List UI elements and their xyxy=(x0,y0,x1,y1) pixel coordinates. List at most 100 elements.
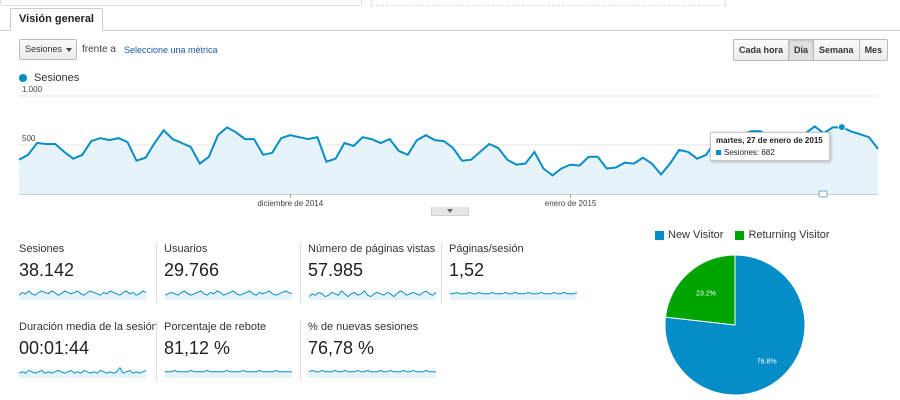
data-point[interactable] xyxy=(602,164,612,174)
data-point[interactable] xyxy=(493,143,503,153)
data-point[interactable] xyxy=(502,155,512,165)
data-point[interactable] xyxy=(222,122,232,132)
data-point[interactable] xyxy=(77,150,87,160)
period-hourly-button[interactable]: Cada hora xyxy=(734,40,790,60)
data-point[interactable] xyxy=(330,154,340,164)
data-point[interactable] xyxy=(656,169,666,179)
data-point[interactable] xyxy=(258,150,268,160)
metric-tile[interactable]: Páginas/sesión 1,52 xyxy=(441,243,578,303)
data-point[interactable] xyxy=(303,134,313,144)
period-day-button[interactable]: Día xyxy=(789,40,815,60)
data-point[interactable] xyxy=(385,134,395,144)
metric-tile[interactable]: Duración media de la sesión 00:01:44 xyxy=(19,321,158,381)
data-point[interactable] xyxy=(412,135,422,145)
select-metric-link[interactable]: Seleccione una métrica xyxy=(124,45,218,55)
data-point[interactable] xyxy=(855,129,865,139)
tab-overview[interactable]: Visión general xyxy=(10,8,103,31)
data-point[interactable] xyxy=(683,147,693,157)
visitor-pie-chart[interactable]: 76.8% 23.2% xyxy=(660,250,810,400)
data-point[interactable] xyxy=(159,125,169,135)
data-point[interactable] xyxy=(421,130,431,140)
data-point[interactable] xyxy=(186,142,196,152)
data-point[interactable] xyxy=(484,139,494,149)
data-point[interactable] xyxy=(312,132,322,142)
data-point[interactable] xyxy=(647,159,657,169)
data-point[interactable] xyxy=(195,159,205,169)
data-point[interactable] xyxy=(41,139,51,149)
pie-slice-returning-visitor[interactable] xyxy=(664,254,736,326)
data-point[interactable] xyxy=(141,153,151,163)
data-point[interactable] xyxy=(846,126,856,136)
annotation-marker-icon[interactable] xyxy=(818,190,828,198)
data-point[interactable] xyxy=(294,132,304,142)
data-point[interactable] xyxy=(113,133,123,143)
metric-dropdown[interactable]: Sesiones xyxy=(19,39,77,60)
data-point[interactable] xyxy=(547,170,557,180)
period-month-button[interactable]: Mes xyxy=(859,40,888,60)
data-point[interactable] xyxy=(448,143,458,153)
data-point[interactable] xyxy=(638,153,648,163)
data-point[interactable] xyxy=(439,136,449,146)
data-point[interactable] xyxy=(213,130,223,140)
data-point[interactable] xyxy=(340,138,350,148)
data-point[interactable] xyxy=(32,138,42,148)
period-week-button[interactable]: Semana xyxy=(814,40,860,60)
data-point[interactable] xyxy=(240,134,250,144)
metric-tile[interactable]: Porcentaje de rebote 81,12 % xyxy=(156,321,292,381)
metric-tile[interactable]: Sesiones 38.142 xyxy=(19,243,151,303)
data-point[interactable] xyxy=(168,134,178,144)
data-point[interactable] xyxy=(873,144,883,154)
legend-item-new[interactable]: New Visitor xyxy=(655,229,723,241)
data-point[interactable] xyxy=(95,133,105,143)
data-point[interactable] xyxy=(584,152,594,162)
data-point[interactable] xyxy=(123,137,133,147)
data-point[interactable] xyxy=(14,155,24,165)
data-point[interactable] xyxy=(50,139,60,149)
data-point[interactable] xyxy=(593,152,603,162)
data-point[interactable] xyxy=(864,132,874,142)
data-point[interactable] xyxy=(231,127,241,137)
data-point[interactable] xyxy=(321,157,331,167)
data-point[interactable] xyxy=(150,138,160,148)
data-point[interactable] xyxy=(475,147,485,157)
data-point[interactable] xyxy=(367,134,377,144)
data-point[interactable] xyxy=(674,145,684,155)
data-point[interactable] xyxy=(68,154,78,164)
data-point[interactable] xyxy=(529,147,539,157)
legend-item-returning[interactable]: Returning Visitor xyxy=(735,229,830,241)
data-point[interactable] xyxy=(376,138,386,148)
data-point[interactable] xyxy=(557,164,567,174)
data-point[interactable] xyxy=(828,122,838,132)
data-point[interactable] xyxy=(204,152,214,162)
data-point[interactable] xyxy=(403,150,413,160)
data-point[interactable] xyxy=(177,138,187,148)
data-point[interactable] xyxy=(511,160,521,170)
data-point[interactable] xyxy=(285,130,295,140)
data-point[interactable] xyxy=(104,135,114,145)
data-point[interactable] xyxy=(575,161,585,171)
data-point[interactable] xyxy=(665,159,675,169)
data-point[interactable] xyxy=(276,133,286,143)
data-point[interactable] xyxy=(466,155,476,165)
metric-tile[interactable]: Usuarios 29.766 xyxy=(156,243,293,303)
data-point[interactable] xyxy=(566,160,576,170)
metric-tile[interactable]: % de nuevas sesiones 76,78 % xyxy=(300,321,436,381)
data-point[interactable] xyxy=(430,135,440,145)
data-point[interactable] xyxy=(520,159,530,169)
data-point[interactable] xyxy=(810,121,820,131)
data-point[interactable] xyxy=(358,132,368,142)
data-point[interactable] xyxy=(611,163,621,173)
data-point[interactable] xyxy=(629,159,639,169)
data-point[interactable] xyxy=(620,158,630,168)
data-point[interactable] xyxy=(59,147,69,157)
metric-tile[interactable]: Número de páginas vistas 57.985 xyxy=(300,243,437,303)
data-point[interactable] xyxy=(349,141,359,151)
data-point[interactable] xyxy=(692,154,702,164)
chart-collapse-handle[interactable] xyxy=(431,207,469,216)
data-point[interactable] xyxy=(249,134,259,144)
data-point[interactable] xyxy=(267,148,277,158)
data-point[interactable] xyxy=(132,156,142,166)
data-point[interactable] xyxy=(394,146,404,156)
data-point[interactable] xyxy=(538,164,548,174)
data-point[interactable] xyxy=(86,136,96,146)
